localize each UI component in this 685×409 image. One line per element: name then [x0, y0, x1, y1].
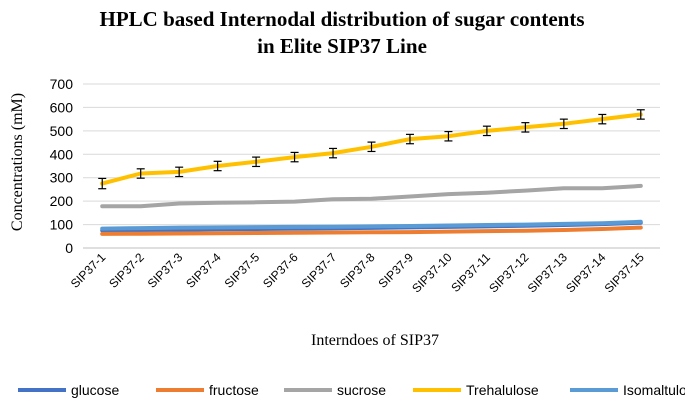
error-bar — [175, 166, 184, 178]
series-line-isomaltulose — [100, 219, 643, 231]
error-bars — [98, 109, 645, 190]
chart-title-line-1: HPLC based Internodal distribution of su… — [99, 7, 584, 31]
error-bar — [521, 122, 530, 133]
error-bar — [252, 156, 261, 168]
y-tick-label: 400 — [50, 146, 74, 162]
y-axis-title: Concentrations (mM) — [9, 93, 26, 231]
legend-item-fructose: fructose — [156, 382, 259, 398]
error-bar — [290, 151, 299, 163]
error-bar — [98, 177, 107, 190]
legend-label: Trehalulose — [466, 382, 539, 398]
error-bar — [213, 160, 222, 172]
error-bar — [329, 147, 338, 159]
error-bar — [367, 141, 376, 153]
legend-label: glucose — [71, 382, 119, 398]
legend-label: fructose — [209, 382, 259, 398]
legend-item-isomaltulose: Isomaltulose — [570, 382, 685, 398]
y-tick-label: 100 — [50, 217, 74, 233]
chart-title-line-2: in Elite SIP37 Line — [257, 34, 427, 58]
y-tick-label: 0 — [65, 240, 73, 256]
y-tick-label: 700 — [50, 76, 74, 92]
legend: glucose fructose sucrose Trehalulose Isomalt… — [18, 382, 685, 398]
y-tick-label: 500 — [50, 123, 74, 139]
x-axis-title: Interndoes of SIP37 — [311, 332, 439, 349]
error-bar — [598, 113, 607, 125]
error-bar — [136, 168, 145, 179]
error-bar — [559, 118, 568, 130]
error-bar — [636, 109, 645, 120]
series-line-sucrose — [100, 183, 643, 209]
error-bar — [444, 130, 453, 142]
y-tick-label: 200 — [50, 193, 74, 209]
series-line-fructose — [100, 225, 643, 236]
y-tick-label: 600 — [50, 99, 74, 115]
y-tick-label: 300 — [50, 170, 74, 186]
legend-item-glucose: glucose — [18, 382, 119, 398]
legend-item-sucrose: sucrose — [284, 382, 386, 398]
error-bar — [405, 133, 414, 145]
legend-item-trehalulose: Trehalulose — [413, 382, 539, 398]
error-bar — [482, 125, 491, 137]
legend-label: sucrose — [337, 382, 386, 398]
y-axis: 0 100 200 300 400 500 600 700 — [50, 76, 74, 256]
legend-label: Isomaltulose — [623, 382, 685, 398]
